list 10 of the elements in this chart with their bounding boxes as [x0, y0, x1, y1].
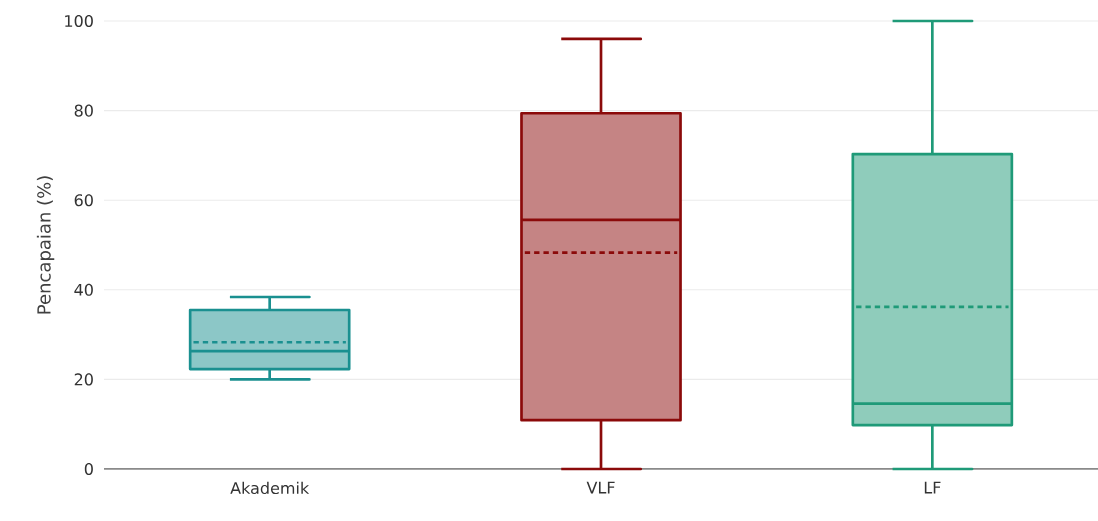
y-tick-label: 20: [74, 373, 93, 386]
y-tick-label: 0: [84, 462, 93, 476]
y-tick-label: 80: [74, 104, 93, 117]
y-axis-title: Pencapaian (%): [36, 176, 55, 314]
y-tick-label: 60: [74, 194, 93, 207]
x-tick-label: Akademik: [230, 481, 310, 495]
x-tick-label: LF: [924, 481, 941, 494]
y-tick-label: 40: [74, 283, 93, 296]
y-tick-label: 100: [65, 14, 93, 28]
x-tick-label: VLF: [586, 481, 615, 494]
